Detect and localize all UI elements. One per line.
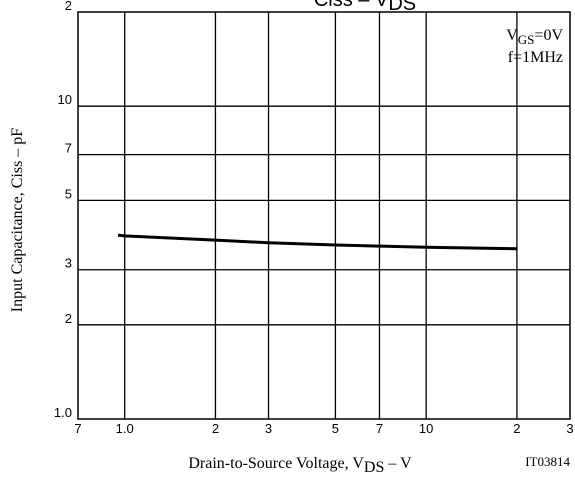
x-tick-label: 7: [376, 421, 383, 436]
x-axis-label: Drain-to-Source Voltage, VDS – V: [188, 455, 412, 476]
y-tick-label: 2: [65, 311, 72, 326]
title-main: Ciss: [314, 0, 353, 11]
annotation-vgs: VGS=0V: [506, 27, 563, 47]
x-tick-label: 1.0: [116, 421, 134, 436]
y-tick-label: 1.0: [54, 405, 72, 420]
vgs: V: [506, 27, 518, 44]
x-label-text: Drain-to-Source Voltage, V: [188, 455, 364, 472]
y-axis-label: Input Capacitance, Ciss – pF: [9, 128, 26, 313]
x-tick-label: 3: [566, 421, 573, 436]
title-v: V: [375, 0, 389, 11]
x-tick-label: 2: [513, 421, 520, 436]
y-tick-label: 5: [65, 186, 72, 201]
x-tick-label: 3: [265, 421, 272, 436]
x-tick-label: 5: [332, 421, 339, 436]
y-tick-label: 10: [58, 92, 72, 107]
y-tick-label: 3: [65, 256, 72, 271]
y-tick-label: 2: [65, 0, 72, 13]
vgs-val: =0V: [534, 27, 563, 44]
x-label-suffix: – V: [384, 455, 412, 472]
vgs-sub: GS: [518, 32, 535, 47]
x-tick-label: 2: [212, 421, 219, 436]
title-sep: –: [353, 0, 375, 11]
plot-frame: [77, 11, 571, 420]
figure-code: IT03814: [525, 454, 570, 469]
y-tick-label: 7: [65, 141, 72, 156]
x-label-sub: DS: [364, 459, 384, 476]
x-tick-label: 7: [74, 421, 81, 436]
annotation-freq: f=1MHz: [508, 49, 563, 66]
x-tick-label: 10: [419, 421, 433, 436]
data-line: [117, 233, 517, 251]
